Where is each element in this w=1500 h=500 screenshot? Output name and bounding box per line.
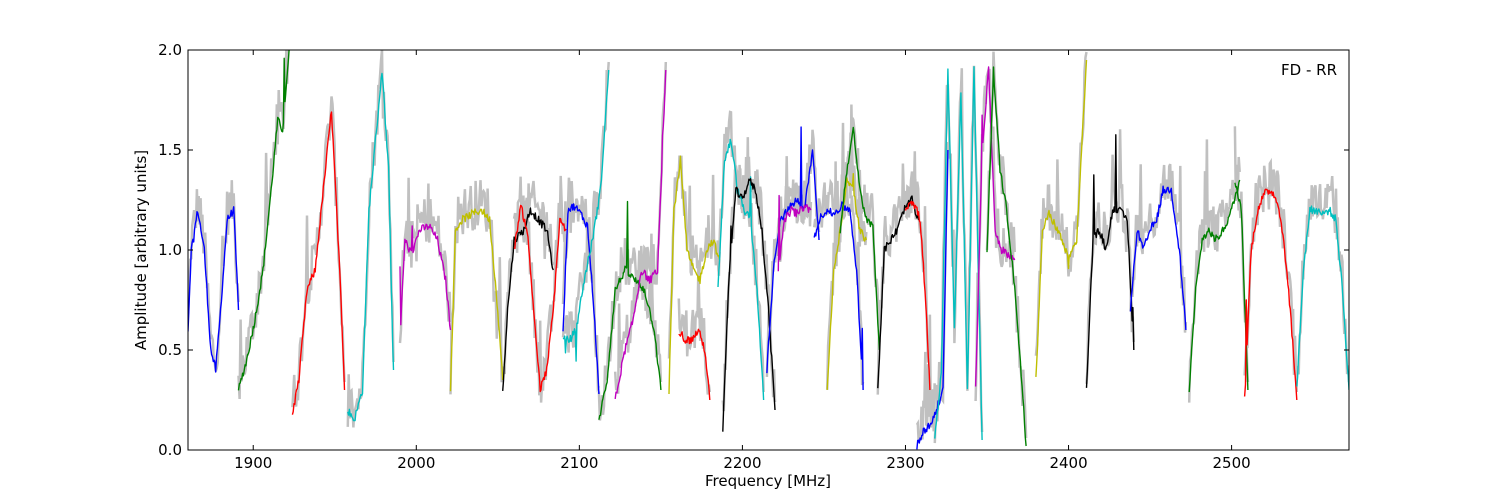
series-line-3 xyxy=(291,111,346,415)
y-tick-label: 1.5 xyxy=(158,141,182,159)
series-line-11 xyxy=(598,200,662,420)
y-tick-label: 0.5 xyxy=(158,341,182,359)
series-line-30 xyxy=(1129,185,1187,331)
series-line-16 xyxy=(722,178,776,432)
background-trace-31 xyxy=(1187,139,1241,403)
x-tick-label: 2200 xyxy=(723,454,761,472)
series-line-33 xyxy=(1243,188,1298,401)
series-line-18 xyxy=(777,194,812,272)
background-trace-16 xyxy=(721,156,777,412)
series-layer xyxy=(188,50,1349,450)
x-tick-label: 2300 xyxy=(886,454,924,472)
x-axis: 1900 2000 2100 2200 2300 2400 2500 xyxy=(234,50,1251,472)
series-line-13 xyxy=(668,155,721,395)
y-axis: 0.0 0.5 1.0 1.5 2.0 xyxy=(158,41,1349,459)
series-line-5 xyxy=(399,223,452,331)
x-axis-label: Frequency [MHz] xyxy=(705,472,831,490)
series-line-21 xyxy=(839,126,881,351)
background-trace-2 xyxy=(237,50,290,400)
series-line-23 xyxy=(904,200,931,391)
background-trace-30 xyxy=(1129,163,1188,333)
y-tick-label: 0.0 xyxy=(158,441,182,459)
series-line-24 xyxy=(916,149,949,450)
series-line-17 xyxy=(766,126,820,374)
background-trace-14 xyxy=(677,267,712,395)
series-line-15 xyxy=(717,138,765,401)
series-line-10 xyxy=(562,69,610,362)
y-axis-label: Amplitude [arbitrary units] xyxy=(132,150,150,350)
x-tick-label: 2100 xyxy=(560,454,598,472)
background-trace-17 xyxy=(765,129,821,377)
series-line-19 xyxy=(813,201,864,391)
series-line-6 xyxy=(449,208,504,392)
series-line-22 xyxy=(877,195,920,389)
series-line-4 xyxy=(347,72,395,422)
series-line-25 xyxy=(934,66,983,441)
series-line-7 xyxy=(502,207,554,391)
series-line-12 xyxy=(614,69,667,399)
series-line-9 xyxy=(562,203,600,395)
background-trace-5 xyxy=(398,177,452,344)
series-line-34 xyxy=(1296,205,1349,391)
series-line-27 xyxy=(986,66,1027,447)
background-trace-29 xyxy=(1085,129,1136,384)
series-line-26 xyxy=(974,66,1016,387)
background-trace-13 xyxy=(667,155,721,359)
x-tick-label: 2500 xyxy=(1213,454,1251,472)
series-line-8 xyxy=(513,204,567,393)
background-trace-21 xyxy=(838,117,881,343)
background-trace-23 xyxy=(904,171,932,383)
series-line-2 xyxy=(237,50,290,391)
background-trace-1 xyxy=(188,180,240,372)
background-trace-6 xyxy=(449,180,504,395)
series-line-20 xyxy=(826,172,867,390)
series-line-31 xyxy=(1188,179,1241,393)
y-tick-label: 1.0 xyxy=(158,241,182,259)
series-line-1 xyxy=(188,206,240,373)
x-tick-label: 2400 xyxy=(1049,454,1087,472)
background-trace-4 xyxy=(346,50,395,428)
background-trace-33 xyxy=(1243,157,1299,393)
series-line-28 xyxy=(1035,59,1088,377)
y-tick-label: 2.0 xyxy=(158,41,182,59)
x-tick-label: 2000 xyxy=(397,454,435,472)
chart-annotation: FD - RR xyxy=(1281,61,1337,79)
background-trace-24 xyxy=(915,141,950,444)
series-line-29 xyxy=(1085,134,1135,388)
series-line-14 xyxy=(678,328,711,401)
x-tick-label: 1900 xyxy=(234,454,272,472)
